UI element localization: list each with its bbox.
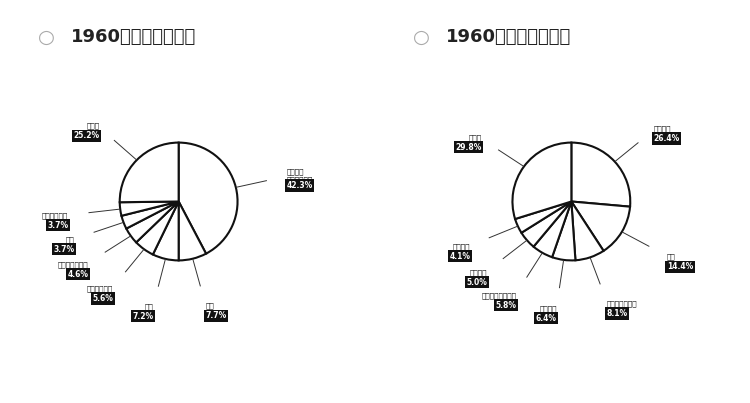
Text: 肉類: 肉類 xyxy=(145,303,154,310)
Wedge shape xyxy=(572,202,630,251)
Wedge shape xyxy=(178,143,238,253)
Wedge shape xyxy=(126,202,178,242)
Wedge shape xyxy=(136,202,178,254)
Text: 4.6%: 4.6% xyxy=(68,270,88,278)
Text: 日本: 日本 xyxy=(667,253,676,260)
Text: 5.8%: 5.8% xyxy=(496,301,517,310)
Text: 14.4%: 14.4% xyxy=(667,262,693,271)
Text: 7.2%: 7.2% xyxy=(133,312,154,321)
Text: 砂糖: 砂糖 xyxy=(66,236,74,243)
Text: 3.7%: 3.7% xyxy=(47,221,68,230)
Text: 非鉄金属製品: 非鉄金属製品 xyxy=(87,285,113,292)
Text: 4.1%: 4.1% xyxy=(449,252,470,261)
Text: 1960年の主な輸出品: 1960年の主な輸出品 xyxy=(71,28,196,46)
Text: ニュージーランド: ニュージーランド xyxy=(482,292,517,299)
Text: ○: ○ xyxy=(413,28,430,47)
Wedge shape xyxy=(521,202,572,247)
Text: 3.7%: 3.7% xyxy=(53,245,74,254)
Text: 小麦: 小麦 xyxy=(206,303,214,310)
Text: アメリカ合衆国: アメリカ合衆国 xyxy=(607,300,638,307)
Text: 羊毛及び
その他の毛皮: 羊毛及び その他の毛皮 xyxy=(286,168,313,183)
Text: 6.4%: 6.4% xyxy=(536,314,556,323)
Text: 1960年の主な輸出先: 1960年の主な輸出先 xyxy=(446,28,572,46)
Text: 7.7%: 7.7% xyxy=(206,312,226,320)
Wedge shape xyxy=(178,202,206,260)
Text: ○: ○ xyxy=(38,28,55,47)
Wedge shape xyxy=(153,202,178,260)
Text: 8.1%: 8.1% xyxy=(607,309,628,318)
Wedge shape xyxy=(572,202,604,260)
Text: イギリス: イギリス xyxy=(653,125,671,132)
Wedge shape xyxy=(572,143,630,207)
Wedge shape xyxy=(120,143,178,202)
Text: 42.3%: 42.3% xyxy=(286,181,313,190)
Text: その他: その他 xyxy=(86,123,100,129)
Text: フランス: フランス xyxy=(539,305,556,312)
Wedge shape xyxy=(533,202,572,257)
Text: 25.2%: 25.2% xyxy=(74,131,100,140)
Text: 5.6%: 5.6% xyxy=(92,294,113,303)
Wedge shape xyxy=(552,202,575,260)
Text: 酪農品及び鳥卵: 酪農品及び鳥卵 xyxy=(58,261,88,268)
Wedge shape xyxy=(515,202,572,233)
Wedge shape xyxy=(122,202,178,229)
Text: 26.4%: 26.4% xyxy=(653,134,680,143)
Text: 29.8%: 29.8% xyxy=(455,143,482,152)
Text: 果実及び野菜: 果実及び野菜 xyxy=(42,212,68,219)
Text: その他: その他 xyxy=(469,134,482,141)
Text: イタリア: イタリア xyxy=(470,269,488,276)
Text: 5.0%: 5.0% xyxy=(466,278,488,287)
Wedge shape xyxy=(512,143,572,219)
Wedge shape xyxy=(120,202,178,216)
Text: 西ドイツ: 西ドイツ xyxy=(453,243,470,250)
